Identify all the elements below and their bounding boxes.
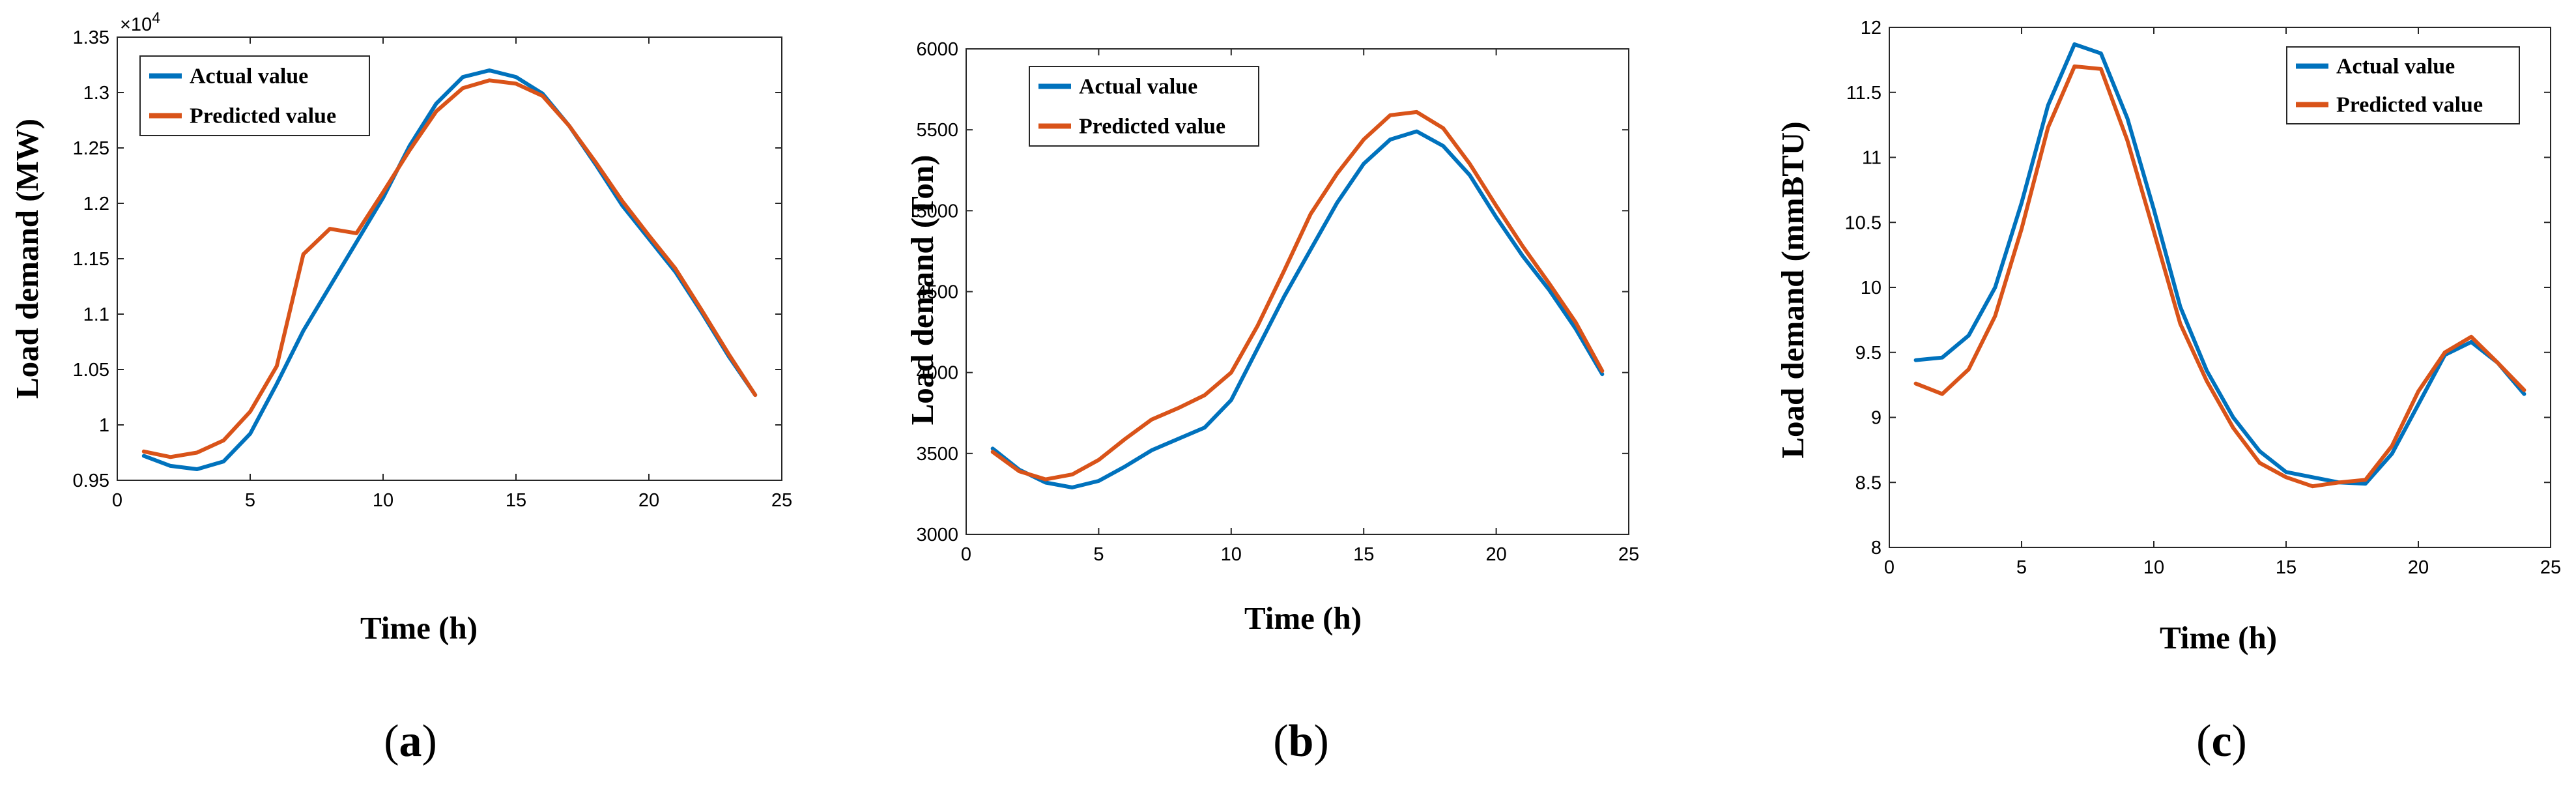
x-tick-label: 25: [2540, 557, 2561, 578]
legend-label-predicted: Predicted value: [1079, 115, 1225, 139]
y-tick-label: 5000: [916, 201, 958, 222]
y-tick-label: 8.5: [1855, 472, 1882, 493]
x-tick-label: 20: [638, 490, 659, 511]
caption-close-paren: ): [422, 716, 437, 766]
caption-open-paren: (: [1273, 716, 1288, 766]
caption-close-paren: ): [1313, 716, 1328, 766]
caption-letter: b: [1289, 716, 1314, 766]
y-tick-label: 1: [99, 415, 109, 436]
x-tick-label: 15: [1353, 544, 1374, 565]
y-axis-exponent-power: 4: [152, 9, 160, 26]
x-tick-label: 5: [245, 490, 255, 511]
caption-open-paren: (: [2196, 716, 2211, 766]
x-tick-label: 10: [373, 490, 394, 511]
y-tick-label: 5500: [916, 120, 958, 141]
legend-box: [1029, 66, 1259, 147]
legend: Actual value Predicted value: [1029, 66, 1259, 147]
y-tick-label: 1.15: [73, 249, 109, 270]
y-tick-label: 4500: [916, 282, 958, 303]
y-tick-label: 3000: [916, 525, 958, 545]
legend-label-actual: Actual value: [2336, 55, 2455, 79]
y-axis-exponent-base: ×10: [120, 14, 152, 35]
caption-open-paren: (: [384, 716, 399, 766]
y-tick-label: 1.25: [73, 138, 109, 159]
series-line-actual: [141, 68, 758, 471]
series-line-predicted: [141, 78, 758, 459]
y-tick-label: 3500: [916, 444, 958, 465]
legend-label-actual: Actual value: [1079, 75, 1197, 99]
x-tick-label: 25: [771, 490, 792, 511]
y-tick-label: 9.5: [1855, 343, 1882, 364]
y-tick-label: 1.05: [73, 360, 109, 381]
y-tick-label: 9: [1871, 408, 1882, 429]
series-line-predicted: [990, 109, 1605, 482]
legend: Actual value Predicted value: [2286, 46, 2520, 124]
series-line-predicted: [1913, 64, 2526, 489]
y-tick-label: 11.5: [1846, 83, 1882, 104]
x-tick-label: 5: [1093, 544, 1104, 565]
x-axis-label: Time (h): [2160, 620, 2277, 656]
legend: Actual value Predicted value: [139, 55, 370, 136]
x-axis-label: Time (h): [1244, 600, 1362, 636]
x-tick-label: 5: [2016, 557, 2027, 578]
x-tick-label: 0: [961, 544, 971, 565]
chart-panel-c: 0 5 10 15 20 25 8 8.5 9 9.5 10 10.5 11 11.5 12 Time (h)…: [1775, 18, 2561, 766]
x-tick-label: 0: [1884, 557, 1895, 578]
y-axis-label: Load demand (Ton): [904, 155, 940, 426]
y-tick-label: 1.3: [83, 83, 109, 104]
panel-caption: (a): [384, 716, 437, 766]
x-tick-label: 20: [2408, 557, 2429, 578]
series-line-actual: [990, 129, 1605, 489]
y-axis-exponent: ×104: [120, 9, 160, 35]
caption-letter: c: [2211, 716, 2231, 766]
legend-label-predicted: Predicted value: [2336, 93, 2483, 117]
x-axis-label: Time (h): [360, 610, 478, 646]
y-tick-label: 10: [1861, 278, 1882, 298]
chart-panel-b: 0 5 10 15 20 25 3000 3500 4000 4500 5000 5500 6000 Ti…: [904, 39, 1639, 766]
series-line-actual: [1913, 42, 2526, 486]
y-tick-label: 0.95: [73, 471, 109, 491]
panel-caption: (b): [1273, 716, 1329, 766]
y-tick-label: 4000: [916, 363, 958, 384]
x-tick-label: 25: [1618, 544, 1639, 565]
x-tick-label: 20: [1485, 544, 1506, 565]
y-tick-label: 10.5: [1845, 212, 1882, 233]
panel-caption: (c): [2196, 716, 2247, 766]
y-tick-label: 1.35: [73, 27, 109, 48]
caption-close-paren: ): [2232, 716, 2247, 766]
y-axis-label: Load demand (mmBTU): [1775, 121, 1810, 458]
x-tick-label: 10: [2143, 557, 2164, 578]
caption-letter: a: [399, 716, 422, 766]
legend-label-predicted: Predicted value: [190, 104, 336, 128]
y-tick-label: 1.1: [83, 304, 109, 325]
y-tick-label: 1.2: [83, 194, 109, 214]
x-tick-label: 10: [1221, 544, 1242, 565]
x-tick-label: 0: [112, 490, 122, 511]
legend-box: [2286, 46, 2520, 124]
y-tick-label: 11: [1862, 148, 1882, 169]
legend-label-actual: Actual value: [190, 65, 308, 89]
chart-panel-a: 0 5 10 15 20 25 0.95 1 1.05 1.1 1.15 1.2 1.25 1.3 1.35…: [9, 9, 792, 766]
x-tick-label: 15: [2276, 557, 2297, 578]
x-tick-label: 15: [506, 490, 526, 511]
legend-box: [139, 55, 370, 136]
y-axis-label: Load demand (MW): [9, 119, 45, 399]
y-tick-label: 6000: [916, 39, 958, 60]
y-tick-label: 8: [1871, 538, 1882, 558]
y-tick-label: 12: [1861, 18, 1882, 38]
